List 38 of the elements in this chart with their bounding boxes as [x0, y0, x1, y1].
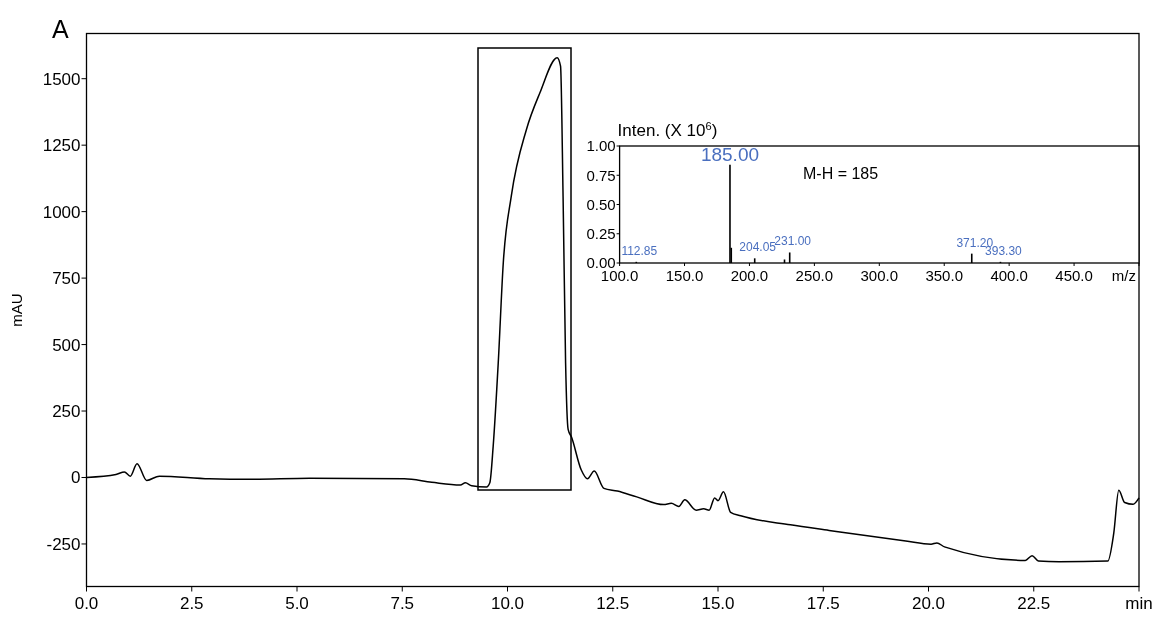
x-tick-label: 17.5 [806, 593, 840, 613]
x-tick-label: 5.0 [285, 593, 309, 613]
x-tick-label: 150.0 [665, 267, 704, 284]
x-axis-title: m/z [1111, 267, 1136, 284]
annotation: 185.00 [700, 143, 760, 165]
x-tick-label: min [1125, 593, 1153, 613]
x-tick-label: 250.0 [795, 267, 834, 284]
annotation: 204.05 [739, 240, 777, 255]
y-tick-label: 250 [52, 401, 81, 421]
y-tick-label: 0.75 [586, 166, 616, 184]
x-tick-label: 12.5 [596, 593, 630, 613]
y-tick-label: 1500 [42, 69, 81, 89]
x-tick-label: 2.5 [179, 593, 204, 613]
y-tick-label: 750 [52, 269, 81, 289]
y-axis-title: mAU [8, 293, 25, 327]
y-tick-label: 0 [71, 468, 81, 488]
y-axis-title: Inten. (X 10$^{6}$) [617, 120, 718, 140]
chart-title: A [52, 15, 69, 43]
x-tick-label: 0.0 [74, 593, 99, 613]
x-tick-label: 20.0 [911, 593, 946, 613]
x-tick-label: 350.0 [925, 267, 963, 284]
y-tick-label: 0.25 [586, 225, 616, 242]
annotation: M-H = 185 [803, 165, 879, 182]
annotation: 112.85 [621, 243, 658, 258]
x-tick-label: 200.0 [730, 267, 769, 284]
x-tick-label: 400.0 [990, 267, 1028, 284]
x-tick-label: 10.0 [490, 593, 525, 613]
x-tick-label: 7.5 [390, 593, 415, 613]
x-tick-label: 300.0 [860, 267, 899, 284]
y-tick-label: 1250 [42, 136, 81, 156]
x-tick-label: 22.5 [1017, 593, 1051, 613]
y-tick-label: 0.50 [586, 195, 616, 213]
y-tick-label: 1.00 [586, 137, 616, 155]
y-tick-label: 1000 [42, 202, 81, 222]
x-tick-label: 450.0 [1055, 267, 1093, 284]
y-tick-label: -250 [46, 534, 81, 554]
y-tick-label: 500 [52, 335, 81, 355]
x-tick-label: 15.0 [701, 593, 735, 613]
